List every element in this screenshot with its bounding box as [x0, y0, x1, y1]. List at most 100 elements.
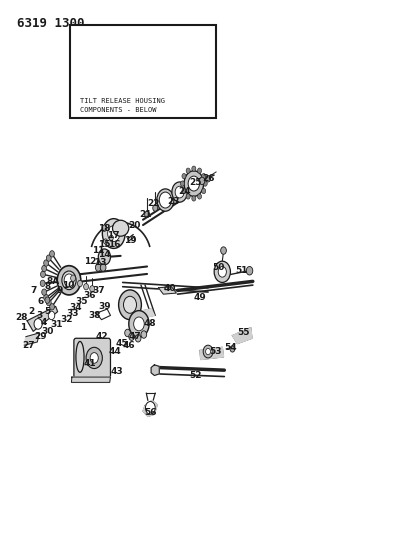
Polygon shape: [158, 287, 176, 294]
Text: 39: 39: [98, 302, 111, 311]
Ellipse shape: [172, 182, 187, 202]
Circle shape: [129, 333, 135, 341]
Polygon shape: [233, 328, 252, 344]
Circle shape: [197, 194, 202, 199]
Text: 8A: 8A: [47, 277, 60, 286]
Circle shape: [44, 260, 49, 266]
Text: 1: 1: [20, 323, 26, 332]
Text: 5: 5: [44, 307, 51, 316]
Text: 15: 15: [98, 240, 111, 249]
Circle shape: [42, 265, 47, 272]
Ellipse shape: [157, 189, 174, 211]
Ellipse shape: [175, 186, 184, 198]
Text: 47: 47: [129, 332, 141, 341]
Polygon shape: [143, 400, 157, 416]
Circle shape: [192, 196, 196, 201]
Text: 55: 55: [237, 328, 250, 337]
Text: 16: 16: [108, 240, 121, 249]
Text: 26: 26: [202, 174, 214, 183]
Circle shape: [125, 329, 131, 337]
Text: 37: 37: [92, 286, 104, 295]
Circle shape: [144, 211, 149, 217]
Circle shape: [95, 264, 101, 271]
Circle shape: [218, 266, 226, 277]
FancyBboxPatch shape: [70, 25, 216, 118]
Circle shape: [135, 335, 141, 342]
Text: 46: 46: [122, 341, 135, 350]
Text: 11: 11: [92, 246, 104, 255]
Ellipse shape: [62, 271, 76, 289]
Text: 54: 54: [224, 343, 237, 352]
Polygon shape: [24, 333, 39, 345]
Circle shape: [108, 225, 120, 241]
Ellipse shape: [113, 220, 129, 236]
Text: 36: 36: [83, 291, 95, 300]
Circle shape: [203, 181, 207, 186]
Circle shape: [153, 205, 157, 211]
Circle shape: [124, 296, 137, 313]
Text: 41: 41: [84, 359, 96, 368]
Circle shape: [64, 274, 74, 287]
Circle shape: [48, 311, 55, 320]
Text: 4: 4: [40, 318, 47, 327]
Circle shape: [82, 74, 90, 84]
Text: 43: 43: [110, 367, 123, 376]
Circle shape: [94, 66, 115, 92]
Text: 40: 40: [163, 284, 176, 293]
Ellipse shape: [92, 55, 149, 103]
Circle shape: [214, 261, 231, 282]
Circle shape: [192, 166, 196, 171]
Circle shape: [84, 284, 89, 290]
Circle shape: [34, 319, 42, 329]
Text: 28: 28: [16, 312, 28, 321]
Circle shape: [40, 271, 45, 278]
Circle shape: [47, 255, 51, 261]
Text: TILT RELEASE HOUSING: TILT RELEASE HOUSING: [80, 99, 165, 104]
Ellipse shape: [188, 176, 200, 191]
Circle shape: [230, 346, 235, 352]
Text: 14: 14: [98, 251, 111, 260]
Polygon shape: [137, 309, 154, 319]
Circle shape: [206, 349, 211, 355]
Text: 22: 22: [147, 199, 160, 208]
Text: 7: 7: [30, 286, 36, 295]
Circle shape: [141, 331, 146, 338]
Circle shape: [186, 168, 190, 173]
Circle shape: [45, 297, 50, 303]
Circle shape: [90, 353, 98, 364]
Circle shape: [182, 173, 186, 179]
Text: 51: 51: [235, 266, 248, 275]
Circle shape: [50, 251, 54, 257]
Circle shape: [47, 300, 51, 306]
Circle shape: [206, 175, 211, 182]
Circle shape: [102, 219, 125, 248]
Text: 27: 27: [22, 341, 35, 350]
Text: 44: 44: [108, 347, 121, 356]
Text: 35: 35: [75, 296, 87, 305]
Circle shape: [134, 69, 148, 88]
Circle shape: [71, 275, 75, 281]
Ellipse shape: [184, 171, 204, 196]
Circle shape: [50, 304, 54, 310]
Polygon shape: [27, 306, 58, 332]
Text: 29: 29: [34, 332, 47, 341]
Text: 42: 42: [95, 332, 108, 341]
Circle shape: [202, 173, 206, 179]
Circle shape: [90, 286, 95, 292]
Ellipse shape: [76, 342, 84, 372]
Circle shape: [221, 247, 226, 254]
Text: 10: 10: [62, 280, 74, 289]
Circle shape: [129, 311, 149, 337]
Circle shape: [203, 345, 213, 358]
Text: 31: 31: [51, 320, 63, 329]
Circle shape: [180, 181, 184, 186]
Text: 25: 25: [190, 178, 202, 187]
Text: 33: 33: [67, 309, 79, 318]
Circle shape: [199, 177, 205, 184]
Text: 24: 24: [178, 187, 191, 196]
Text: 34: 34: [70, 303, 82, 312]
Circle shape: [100, 264, 106, 271]
Circle shape: [197, 168, 202, 173]
Text: 38: 38: [88, 311, 100, 320]
Text: 21: 21: [139, 210, 151, 219]
